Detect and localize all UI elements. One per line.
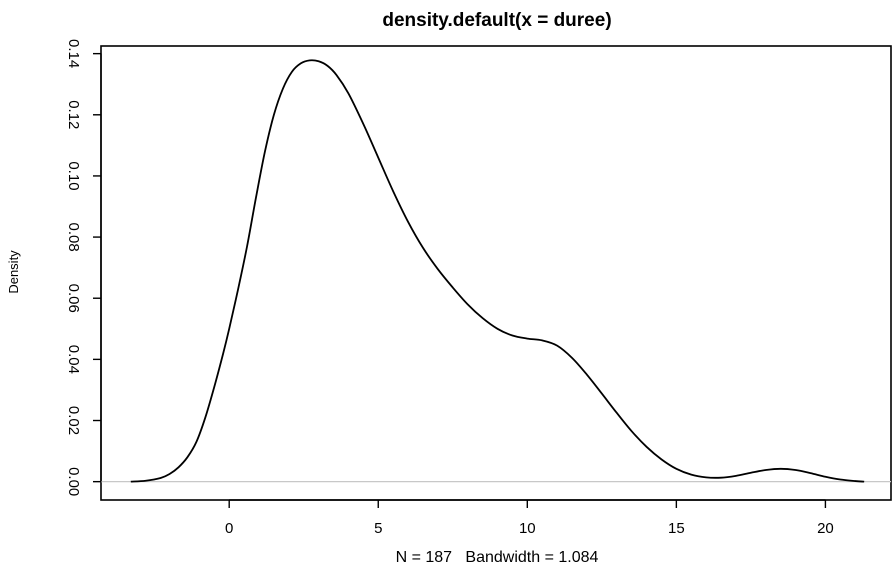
x-tick-label: 20 [817,520,834,537]
y-tick-label: 0.00 [65,467,82,496]
x-tick-label: 0 [225,520,233,537]
y-tick-label: 0.06 [65,284,82,313]
x-tick-label: 5 [374,520,382,537]
density-curve [130,59,865,483]
y-tick-label: 0.14 [65,39,82,68]
x-axis: 0 5 10 15 20 [225,499,834,537]
y-tick-label: 0.04 [65,345,82,374]
y-tick-label: 0.02 [65,406,82,435]
y-axis: 0.00 0.02 0.04 0.06 0.08 0.10 0.12 0.14 [65,39,102,496]
x-axis-label: N = 187 Bandwidth = 1.084 [396,549,599,566]
y-axis-label: Density [6,250,21,294]
x-tick-label: 10 [519,520,536,537]
y-tick-label: 0.08 [65,222,82,251]
y-tick-label: 0.10 [65,161,82,190]
plot-box [100,45,892,501]
x-tick-label: 15 [668,520,685,537]
chart-title: density.default(x = duree) [382,10,611,31]
y-tick-label: 0.12 [65,100,82,129]
